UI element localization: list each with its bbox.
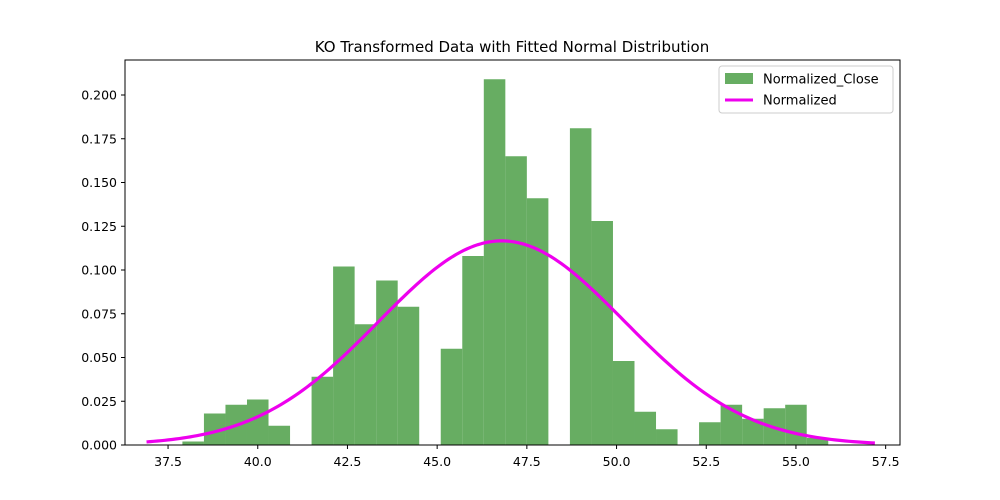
histogram-bar [354, 324, 377, 445]
histogram-bar [440, 348, 463, 445]
histogram-bar [203, 413, 226, 445]
histogram-bar [505, 156, 527, 445]
y-tick-label: 0.000 [81, 438, 117, 453]
histogram-bar [311, 376, 334, 445]
x-tick-label: 47.5 [513, 454, 541, 469]
x-tick-label: 37.5 [154, 454, 182, 469]
x-tick-label: 42.5 [334, 454, 362, 469]
histogram-bar [785, 404, 807, 445]
legend-frame [718, 65, 894, 114]
y-tick-label: 0.050 [81, 350, 117, 365]
y-tick-label: 0.075 [81, 306, 117, 321]
legend-label-curve: Normalized [763, 94, 837, 109]
x-tick-label: 57.5 [872, 454, 900, 469]
histogram-bar [526, 198, 549, 445]
histogram-bar [699, 422, 721, 445]
histogram-bar [246, 399, 269, 445]
histogram-bar [591, 221, 613, 445]
y-tick-label: 0.175 [81, 131, 117, 146]
histogram-bar [397, 306, 420, 445]
histogram-bar [569, 128, 592, 445]
y-tick-label: 0.200 [81, 88, 117, 103]
y-tick-label: 0.025 [81, 394, 117, 409]
fit-curve-line [146, 239, 875, 445]
chart-title: KO Transformed Data with Fitted Normal D… [315, 38, 709, 56]
x-tick-label: 50.0 [603, 454, 631, 469]
x-tick-label: 40.0 [244, 454, 272, 469]
histogram-bar [634, 411, 657, 445]
histogram-bar [806, 438, 829, 445]
histogram-bar [720, 404, 743, 445]
x-tick-label: 52.5 [692, 454, 720, 469]
histogram-bar [742, 418, 764, 445]
x-tick-label: 55.0 [782, 454, 810, 469]
histogram-bars [182, 79, 829, 445]
y-tick-label: 0.100 [81, 263, 117, 278]
fit-curve-layer [146, 239, 875, 445]
x-tick-label: 45.0 [423, 454, 451, 469]
legend-label-histogram: Normalized_Close [763, 73, 879, 88]
histogram-bar [462, 256, 484, 445]
legend-swatch-histogram [725, 73, 753, 84]
x-axis: 37.5 40.0 42.5 45.0 47.5 50.0 52.5 55.0 57.5 [154, 445, 900, 469]
histogram-bar [376, 280, 398, 445]
histogram-bar [182, 441, 204, 445]
legend: Normalized_Close Normalized [718, 65, 894, 114]
histogram-bar [656, 429, 678, 445]
y-tick-label: 0.150 [81, 175, 117, 190]
histogram-bar [268, 425, 291, 445]
axes-frame [124, 59, 901, 446]
y-axis: 0.000 0.025 0.050 0.075 0.100 0.125 0.150 0.175… [81, 88, 125, 453]
histogram-bar [612, 361, 635, 445]
y-tick-label: 0.125 [81, 219, 117, 234]
histogram-bar [483, 79, 506, 445]
